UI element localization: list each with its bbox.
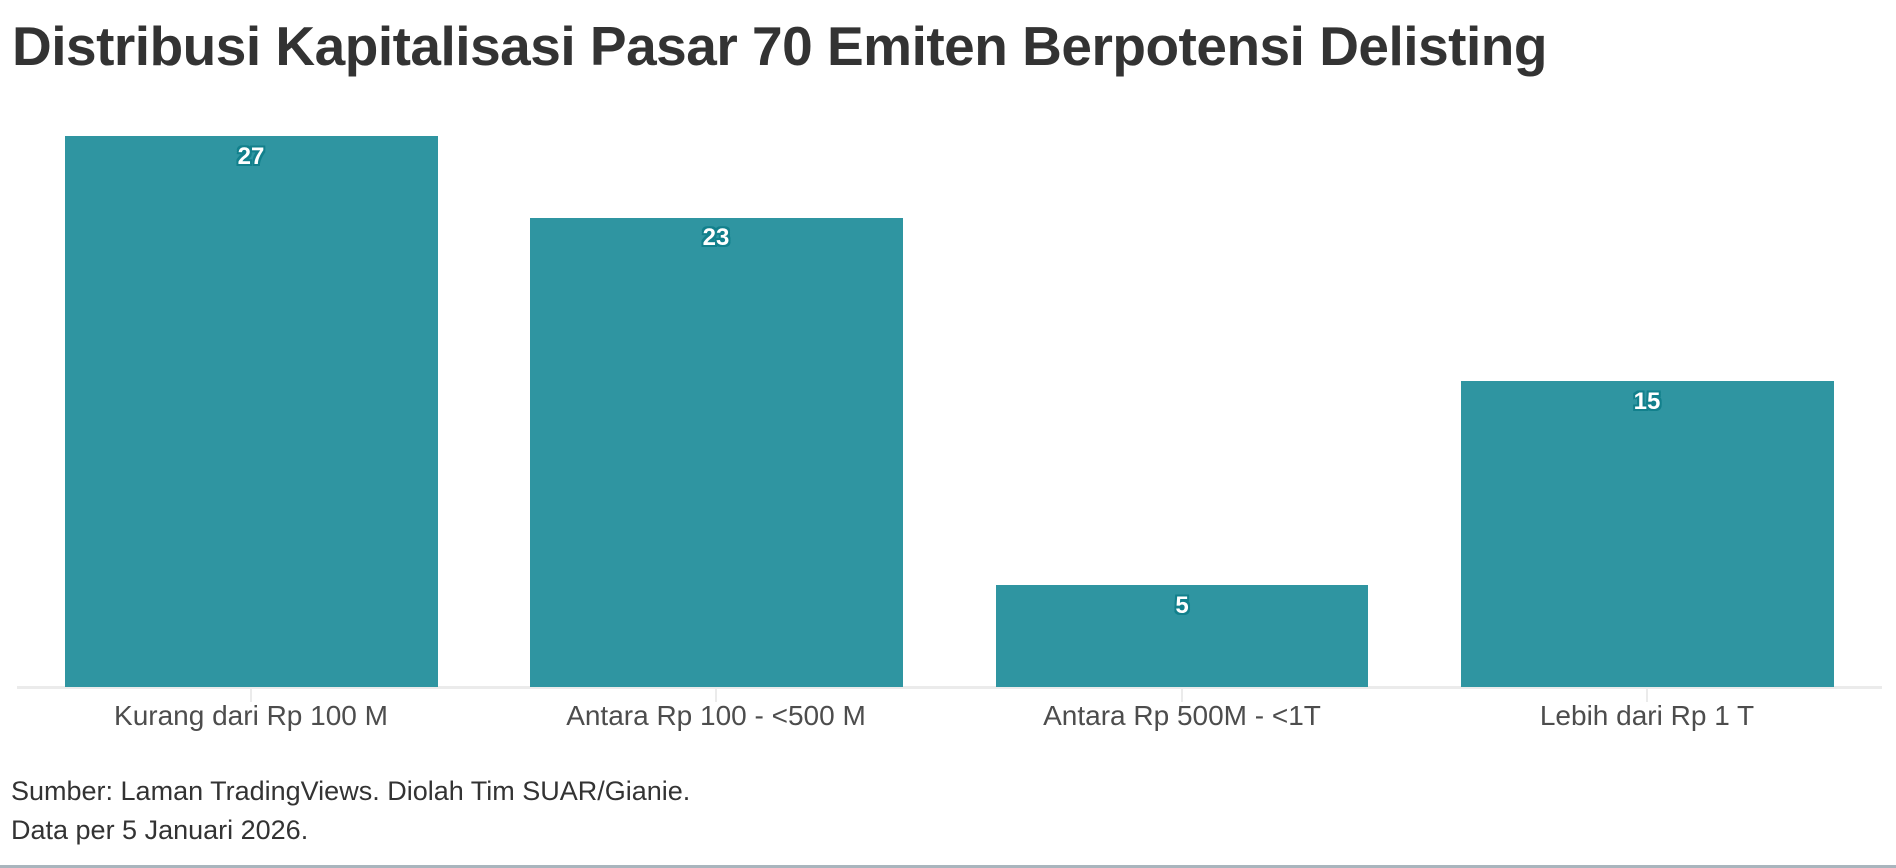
- bar-lebih-dari-1t: [1461, 381, 1834, 687]
- x-axis-line: [17, 686, 1882, 689]
- x-axis-label: Antara Rp 500M - <1T: [1043, 700, 1321, 731]
- x-axis-tick: [1181, 689, 1183, 702]
- bar-value-label: 23: [702, 224, 730, 251]
- x-axis-tick: [250, 689, 252, 702]
- x-axis-tick: [715, 689, 717, 702]
- x-axis-label: Antara Rp 100 - <500 M: [566, 700, 866, 731]
- bar-100-500m: [530, 218, 903, 687]
- bar-value-label: 5: [1175, 592, 1189, 619]
- source-note: Sumber: Laman TradingViews. Diolah Tim S…: [11, 772, 690, 850]
- x-axis-tick: [1646, 689, 1648, 702]
- x-axis-label: Lebih dari Rp 1 T: [1539, 700, 1755, 731]
- bottom-divider: [0, 865, 1896, 868]
- source-line: Sumber: Laman TradingViews. Diolah Tim S…: [11, 776, 691, 806]
- bar-value-label: 27: [237, 143, 265, 170]
- bar-500m-1t: [996, 585, 1368, 687]
- x-axis-label: Kurang dari Rp 100 M: [114, 700, 388, 731]
- chart-title: Distribusi Kapitalisasi Pasar 70 Emiten …: [12, 15, 1547, 77]
- bar-value-label: 15: [1633, 388, 1661, 415]
- bar-kurang-dari-100m: [65, 136, 438, 687]
- data-date-line: Data per 5 Januari 2026.: [11, 815, 309, 845]
